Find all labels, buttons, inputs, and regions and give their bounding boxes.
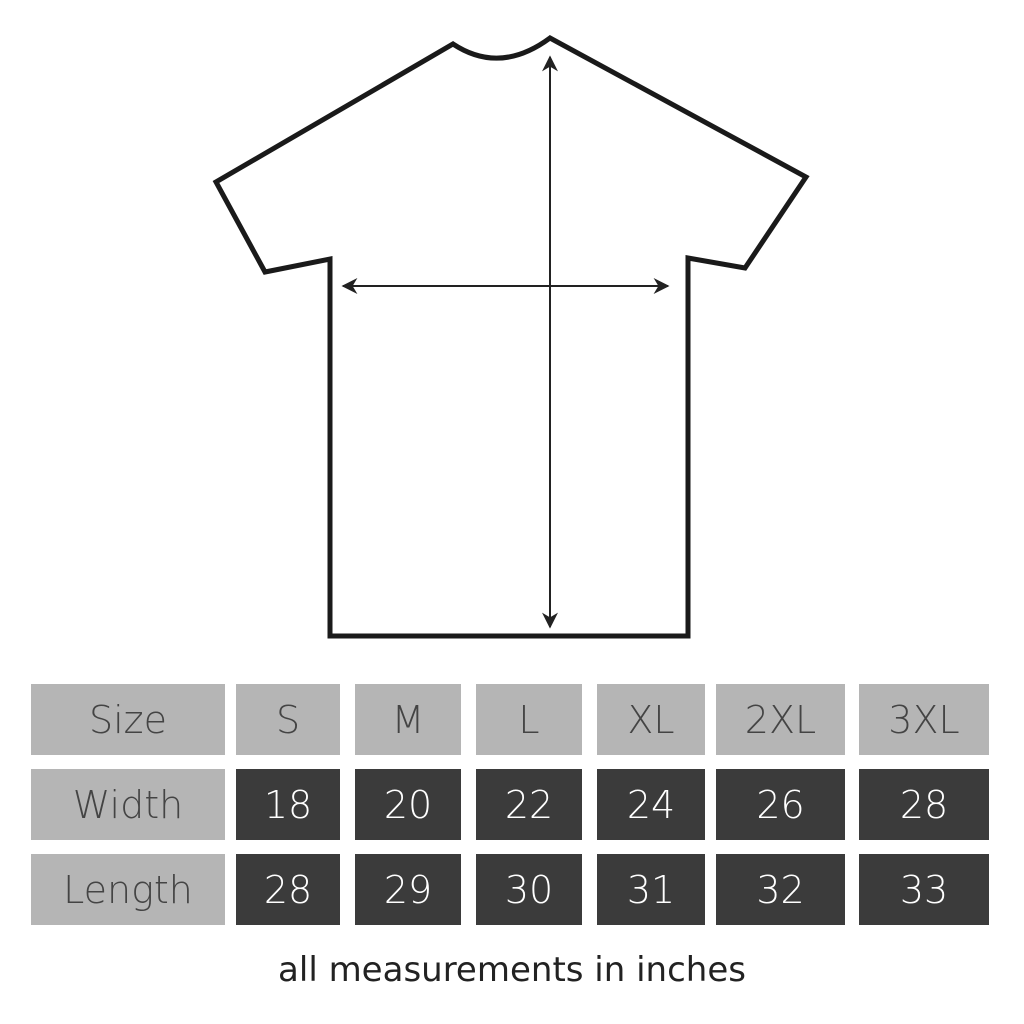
row-label-length: Length: [31, 854, 225, 925]
size-header-cell: 3XL: [859, 684, 989, 755]
size-header-cell: M: [355, 684, 461, 755]
size-header-cell: 2XL: [716, 684, 845, 755]
row-label-size: Size: [31, 684, 225, 755]
length-value-cell: 28: [236, 854, 340, 925]
width-value-cell: 22: [476, 769, 582, 840]
tshirt-shape: [212, 35, 810, 639]
size-header-cell: S: [236, 684, 340, 755]
measurement-units-note: all measurements in inches: [278, 950, 746, 990]
size-header-cell: L: [476, 684, 582, 755]
length-value-cell: 33: [859, 854, 989, 925]
width-value-cell: 18: [236, 769, 340, 840]
length-value-cell: 29: [355, 854, 461, 925]
width-value-cell: 26: [716, 769, 845, 840]
length-value-cell: 31: [597, 854, 705, 925]
length-value-cell: 32: [716, 854, 845, 925]
row-label-width: Width: [31, 769, 225, 840]
tshirt-outline-diagram: [212, 35, 810, 639]
width-value-cell: 24: [597, 769, 705, 840]
size-header-cell: XL: [597, 684, 705, 755]
width-value-cell: 20: [355, 769, 461, 840]
width-value-cell: 28: [859, 769, 989, 840]
length-value-cell: 30: [476, 854, 582, 925]
